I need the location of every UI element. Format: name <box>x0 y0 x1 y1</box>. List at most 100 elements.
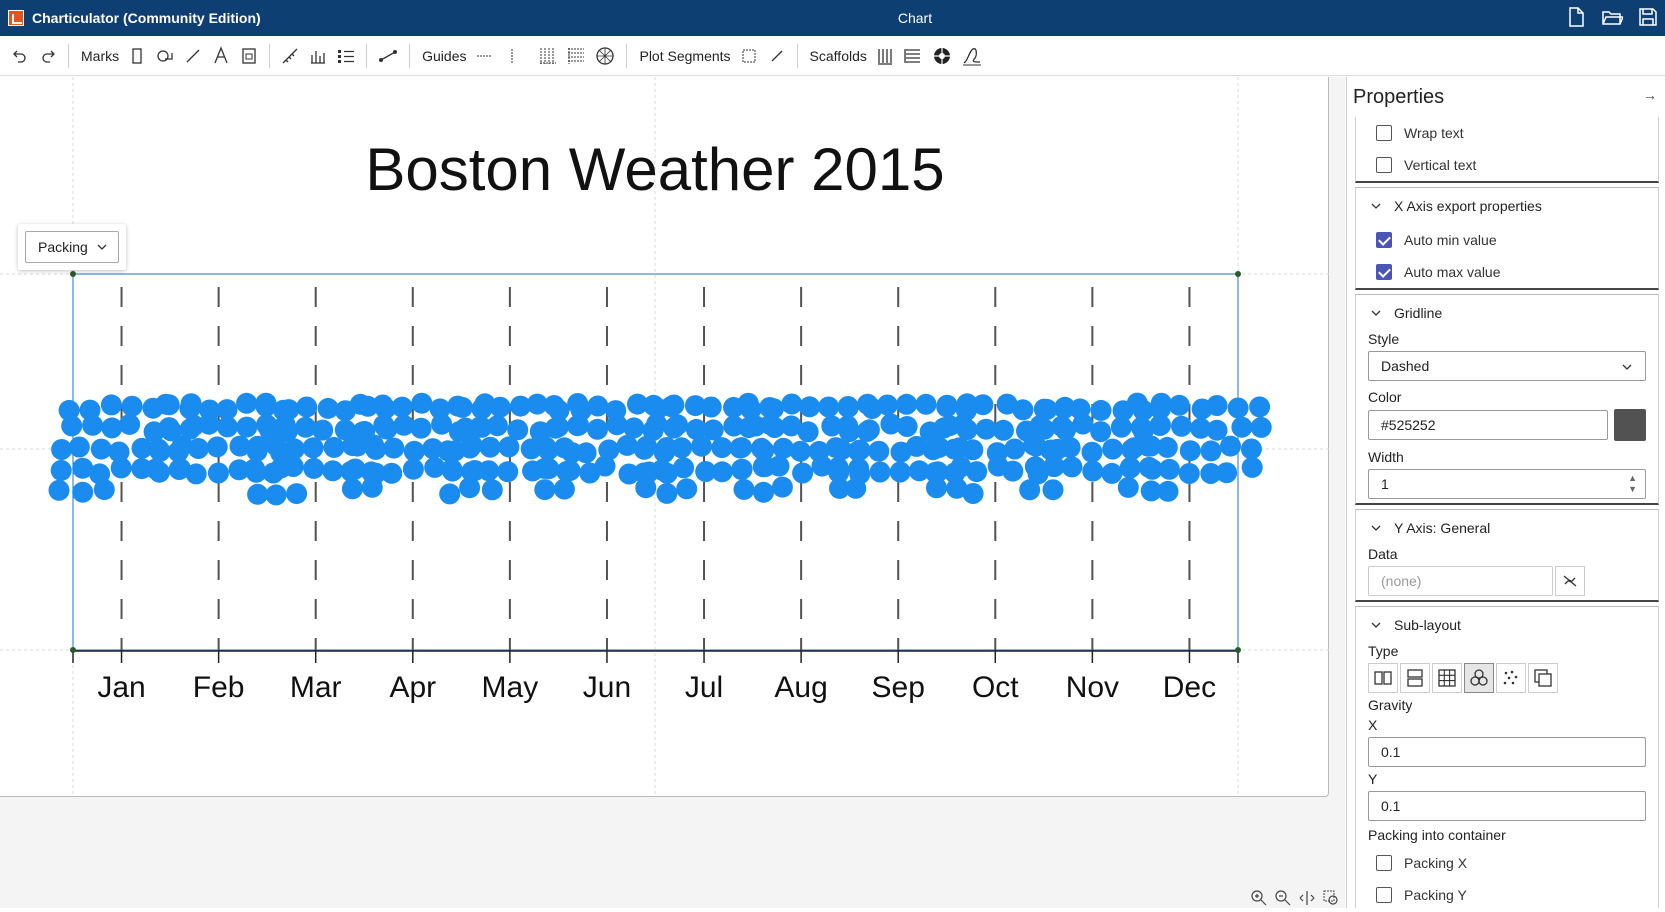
data-point[interactable] <box>553 478 575 500</box>
data-point[interactable] <box>147 438 169 460</box>
data-point[interactable] <box>768 455 790 477</box>
data-point[interactable] <box>216 399 238 421</box>
data-point[interactable] <box>1101 462 1123 484</box>
data-point[interactable] <box>72 481 94 503</box>
data-point[interactable] <box>461 434 483 456</box>
data-point[interactable] <box>922 439 944 461</box>
line-mark-icon[interactable] <box>179 41 207 71</box>
data-point[interactable] <box>131 437 153 459</box>
data-point[interactable] <box>273 399 294 421</box>
wrap-text-checkbox[interactable] <box>1376 125 1392 141</box>
save-icon[interactable] <box>1637 6 1659 28</box>
data-point[interactable] <box>975 418 997 440</box>
data-point[interactable] <box>972 394 994 416</box>
data-point[interactable] <box>856 420 878 442</box>
data-point[interactable] <box>534 479 556 501</box>
data-point[interactable] <box>587 395 609 417</box>
data-point[interactable] <box>896 416 918 437</box>
data-point[interactable] <box>643 394 665 416</box>
data-point[interactable] <box>676 478 698 500</box>
data-point[interactable] <box>752 456 774 478</box>
data-point[interactable] <box>729 437 751 459</box>
y-axis-data-input[interactable]: (none) <box>1368 566 1553 596</box>
data-point[interactable] <box>926 477 947 499</box>
data-point[interactable] <box>1043 456 1065 477</box>
frame-handle-br[interactable] <box>1235 647 1241 653</box>
data-point[interactable] <box>663 417 685 439</box>
data-point[interactable] <box>236 416 258 438</box>
data-point[interactable] <box>635 477 657 499</box>
data-point[interactable] <box>1059 437 1081 458</box>
data-point[interactable] <box>312 419 334 441</box>
data-point[interactable] <box>471 398 493 420</box>
data-point[interactable] <box>896 393 918 415</box>
data-point[interactable] <box>1042 479 1064 501</box>
data-point[interactable] <box>1200 463 1222 484</box>
data-point[interactable] <box>837 396 859 417</box>
data-point[interactable] <box>1216 462 1238 484</box>
data-point[interactable] <box>946 477 968 499</box>
data-point[interactable] <box>933 417 955 439</box>
curve-scaffold-icon[interactable] <box>957 41 987 71</box>
data-point[interactable] <box>100 394 122 416</box>
list-legend-icon[interactable] <box>332 41 360 71</box>
data-points[interactable] <box>48 392 1272 506</box>
data-point[interactable] <box>481 479 503 501</box>
data-point[interactable] <box>110 457 132 479</box>
data-point[interactable] <box>302 437 324 459</box>
region-plot-segment-icon[interactable] <box>735 41 763 71</box>
data-point[interactable] <box>1149 415 1171 436</box>
data-point[interactable] <box>1033 398 1055 420</box>
data-point[interactable] <box>673 457 695 479</box>
data-point[interactable] <box>733 478 755 500</box>
data-point[interactable] <box>437 440 459 462</box>
data-point[interactable] <box>341 478 363 500</box>
data-point[interactable] <box>535 436 557 458</box>
zoom-fit-icon[interactable] <box>1298 889 1316 907</box>
data-point[interactable] <box>575 442 597 464</box>
gravity-x-input[interactable]: 0.1 <box>1368 737 1646 767</box>
data-point[interactable] <box>1240 438 1262 460</box>
data-point[interactable] <box>1178 463 1200 484</box>
data-point[interactable] <box>1138 456 1160 478</box>
data-point[interactable] <box>1061 456 1083 478</box>
data-point[interactable] <box>265 434 287 456</box>
data-point[interactable] <box>660 396 682 418</box>
data-point[interactable] <box>821 415 843 437</box>
guide-polar-icon[interactable] <box>590 41 620 71</box>
data-point[interactable] <box>50 459 72 481</box>
data-point[interactable] <box>236 392 258 414</box>
link-icon[interactable] <box>373 41 403 71</box>
stepper-icon[interactable]: ▲ ▼ <box>1628 473 1637 494</box>
data-point[interactable] <box>1081 441 1103 463</box>
data-point[interactable] <box>486 415 508 437</box>
frame-handle-bl[interactable] <box>70 647 76 653</box>
data-point[interactable] <box>247 435 269 457</box>
data-point[interactable] <box>101 417 123 439</box>
data-point[interactable] <box>927 461 949 483</box>
data-point[interactable] <box>792 462 814 484</box>
data-point[interactable] <box>936 394 958 416</box>
data-point[interactable] <box>526 393 548 415</box>
data-point[interactable] <box>1012 399 1034 421</box>
data-point[interactable] <box>93 479 115 501</box>
data-point[interactable] <box>48 479 70 501</box>
data-point[interactable] <box>179 398 201 420</box>
data-point[interactable] <box>1227 397 1249 419</box>
data-point[interactable] <box>403 440 425 462</box>
data-point[interactable] <box>797 421 819 443</box>
data-point[interactable] <box>1110 416 1132 438</box>
data-point[interactable] <box>889 461 911 483</box>
packing-x-row[interactable]: Packing X <box>1356 847 1658 879</box>
text-mark-icon[interactable] <box>207 41 235 71</box>
new-file-icon[interactable] <box>1565 6 1587 28</box>
data-point[interactable] <box>108 441 130 463</box>
data-point[interactable] <box>627 393 648 415</box>
zoom-out-icon[interactable] <box>1274 889 1292 907</box>
data-point[interactable] <box>966 461 988 483</box>
redo-icon[interactable] <box>34 41 62 71</box>
data-point[interactable] <box>711 461 733 483</box>
data-point[interactable] <box>1019 479 1041 501</box>
gridline-header[interactable]: Gridline <box>1356 295 1658 331</box>
data-point[interactable] <box>381 462 403 484</box>
